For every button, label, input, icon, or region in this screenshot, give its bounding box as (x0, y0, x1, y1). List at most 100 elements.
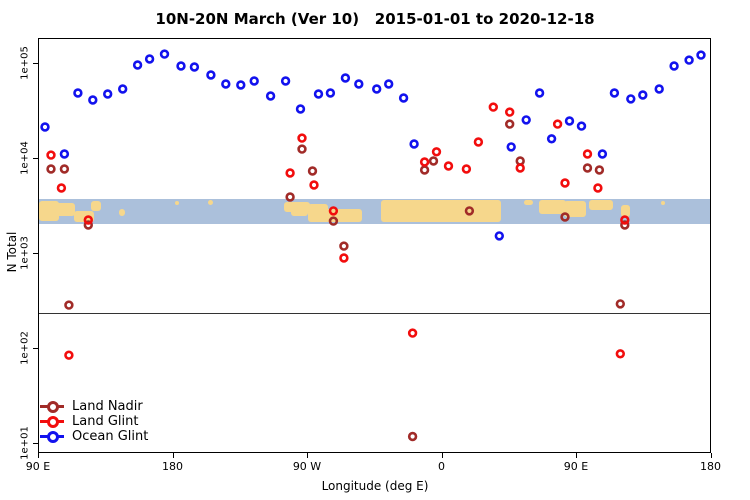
data-point-land-glint (443, 161, 454, 171)
data-point-land-glint (339, 253, 349, 263)
legend-item-land-nadir: Land Nadir (40, 399, 148, 414)
data-point-land-glint (309, 180, 319, 190)
x-tick-label: 180 (162, 460, 183, 473)
data-point-ocean-glint (521, 115, 531, 125)
data-point-ocean-glint (609, 88, 620, 98)
legend-label: Land Glint (72, 414, 139, 429)
data-point-ocean-glint (546, 134, 557, 144)
y-tick-label: 1e+03 (19, 236, 31, 270)
legend-item-ocean-glint: Ocean Glint (40, 429, 148, 444)
data-point-ocean-glint (249, 76, 259, 86)
y-tick-mark (33, 253, 38, 254)
data-point-land-nadir (419, 165, 430, 175)
land-mass-shape (39, 201, 59, 222)
data-point-land-glint (83, 215, 93, 225)
land-mass-shape (308, 209, 362, 223)
data-point-ocean-glint (280, 76, 291, 86)
data-point-land-nadir (297, 144, 307, 154)
data-point-land-glint (419, 157, 430, 167)
x-tick-mark (307, 453, 308, 458)
data-point-land-nadir (505, 119, 515, 129)
x-axis-label: Longitude (deg E) (321, 479, 429, 493)
data-point-land-nadir (560, 212, 570, 222)
data-point-land-nadir (285, 192, 295, 202)
data-point-ocean-glint (40, 122, 50, 132)
x-tick-mark (38, 453, 39, 458)
data-point-ocean-glint (340, 73, 351, 83)
data-point-ocean-glint (576, 121, 587, 131)
y-tick-label: 1e+01 (19, 426, 31, 460)
data-point-land-glint (46, 150, 56, 160)
data-point-ocean-glint (295, 104, 306, 114)
world-map-band (39, 199, 710, 224)
x-tick-label: 180 (700, 460, 721, 473)
y-tick-mark (33, 158, 38, 159)
land-glint-marker-icon (40, 414, 64, 429)
data-point-ocean-glint (325, 88, 336, 98)
data-point-land-glint (593, 183, 603, 193)
data-point-land-nadir (594, 165, 605, 175)
chart-title: 10N-20N March (Ver 10) 2015-01-01 to 202… (155, 10, 595, 28)
data-point-ocean-glint (102, 89, 113, 99)
data-point-land-glint (582, 149, 593, 159)
y-tick-mark (33, 63, 38, 64)
data-point-ocean-glint (597, 149, 608, 159)
data-point-ocean-glint (236, 80, 246, 90)
data-point-ocean-glint (638, 90, 648, 100)
land-mass-shape (524, 200, 533, 206)
land-mass-shape (74, 211, 94, 223)
x-tick-mark (710, 453, 712, 458)
land-mass-shape (589, 200, 613, 211)
data-point-land-glint (505, 107, 515, 117)
data-point-ocean-glint (73, 88, 83, 98)
x-tick-label: 90 W (292, 460, 322, 473)
x-tick-mark (172, 453, 174, 458)
data-point-ocean-glint (206, 70, 216, 80)
y-tick-label: 1e+02 (19, 331, 31, 365)
land-mass-shape (208, 200, 213, 206)
data-point-land-glint (328, 206, 339, 216)
data-point-land-glint (56, 183, 67, 193)
land-mass-shape (55, 203, 75, 217)
x-tick-label: 90 E (25, 460, 51, 473)
data-point-land-nadir (83, 220, 93, 230)
land-mass-shape (284, 202, 310, 213)
data-point-ocean-glint (696, 50, 706, 60)
x-tick-mark (441, 453, 443, 458)
land-mass-shape (661, 201, 665, 206)
data-point-ocean-glint (117, 84, 128, 94)
data-point-ocean-glint (313, 89, 324, 99)
data-point-land-glint (431, 147, 442, 157)
land-mass-shape (119, 209, 125, 217)
land-mass-shape (381, 200, 501, 223)
data-point-ocean-glint (409, 139, 419, 149)
data-point-land-nadir (307, 166, 318, 176)
data-point-land-nadir (46, 164, 56, 174)
data-point-ocean-glint (398, 93, 409, 103)
data-point-land-glint (552, 119, 563, 129)
y-tick-mark (33, 348, 38, 349)
data-point-land-glint (488, 102, 498, 112)
land-mass-shape (564, 201, 586, 218)
data-point-land-glint (620, 215, 630, 225)
data-point-ocean-glint (265, 91, 276, 101)
data-point-land-glint (461, 164, 472, 174)
data-point-land-nadir (339, 241, 349, 251)
data-point-land-nadir (328, 216, 339, 226)
data-point-ocean-glint (372, 84, 382, 94)
data-point-land-glint (297, 133, 307, 143)
data-point-land-glint (473, 137, 484, 147)
legend-item-land-glint: Land Glint (40, 414, 148, 429)
data-point-land-glint (407, 328, 418, 338)
data-point-land-glint (615, 349, 625, 359)
x-tick-label: 0 (438, 460, 445, 473)
data-point-land-nadir (582, 163, 593, 173)
data-point-ocean-glint (176, 61, 186, 71)
y-tick-mark (33, 443, 38, 444)
data-point-ocean-glint (654, 84, 664, 94)
reference-line (39, 312, 710, 314)
ocean-glint-marker-icon (40, 429, 64, 444)
legend-label: Ocean Glint (72, 429, 149, 444)
land-mass-shape (539, 200, 566, 215)
